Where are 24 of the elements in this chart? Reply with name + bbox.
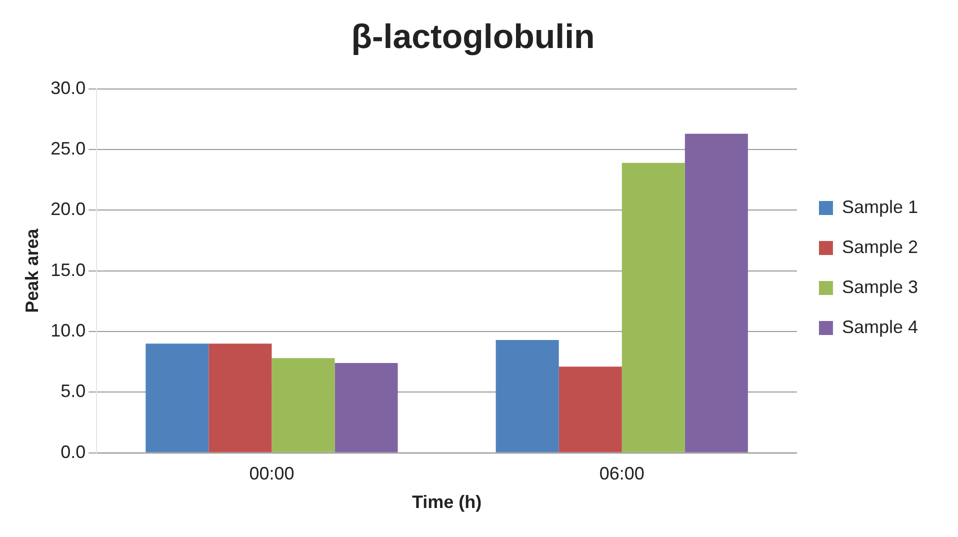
legend-label: Sample 3 [842,276,918,297]
bar [272,358,335,452]
y-tick-label: 25.0 [50,138,86,158]
x-axis-title: Time (h) [412,492,482,512]
y-tick-label: 20.0 [50,199,86,220]
x-tick-label: 06:00 [599,464,644,484]
y-tick-label: 30.0 [50,78,86,98]
y-tick-label: 5.0 [60,381,86,402]
bar [496,340,559,452]
x-tick-label: 00:00 [249,464,294,484]
bar [146,344,209,452]
legend-label: Sample 4 [842,316,918,337]
y-tick-label: 10.0 [50,320,86,340]
bar [622,162,685,452]
y-tick-label: 0.0 [60,442,86,462]
y-axis-title: Peak area [22,228,42,313]
bar [334,363,398,452]
bar [208,344,272,452]
y-tick-label: 15.0 [50,260,86,280]
legend-label: Sample 1 [842,196,918,217]
bar [684,134,748,452]
legend-label: Sample 2 [842,236,918,257]
bar [558,366,622,452]
chart-title: β-lactoglobulin [351,18,595,56]
